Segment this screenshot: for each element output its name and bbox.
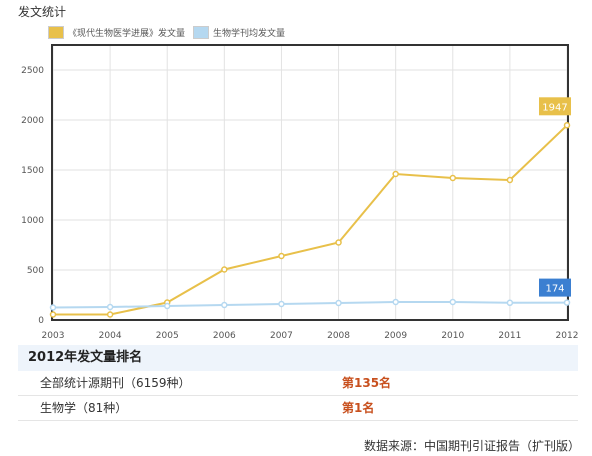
data-point-1 — [335, 299, 342, 307]
x-tick-label: 2012 — [556, 331, 579, 341]
data-point-0 — [49, 311, 57, 318]
x-tick-label: 2004 — [99, 331, 122, 341]
y-tick-label: 500 — [27, 266, 44, 276]
end-label-1: 174 — [545, 284, 564, 295]
x-tick-label: 2009 — [384, 331, 407, 341]
legend-swatch-journal — [48, 26, 64, 39]
legend-swatch-average — [193, 26, 210, 39]
data-point-0 — [278, 252, 285, 260]
ranking-row-all: 全部统计源期刊（6159种） 第135名 — [18, 371, 578, 396]
ranking-label-biology: 生物学（81种） — [40, 401, 128, 415]
data-point-1 — [278, 300, 285, 308]
ranking-title: 2012年发文量排名 — [18, 345, 578, 371]
data-point-1 — [392, 298, 399, 306]
data-point-0 — [335, 239, 342, 246]
y-tick-label: 0 — [38, 316, 44, 326]
x-tick-label: 2011 — [498, 331, 521, 341]
ranking-value-biology: 第1名 — [342, 401, 375, 415]
x-tick-label: 2007 — [270, 331, 293, 341]
ranking-row-biology: 生物学（81种） 第1名 — [18, 396, 578, 421]
legend-item-journal[interactable]: 《现代生物医学进展》发文量 — [48, 26, 185, 39]
data-point-0 — [563, 122, 571, 129]
page-title: 发文统计 — [18, 5, 67, 19]
y-tick-label: 2500 — [21, 66, 44, 76]
x-tick-label: 2006 — [213, 331, 236, 341]
x-tick-label: 2008 — [327, 331, 350, 341]
data-point-1 — [221, 301, 228, 309]
y-tick-label: 1000 — [21, 216, 44, 226]
series-line-0 — [53, 124, 568, 316]
end-label-0: 1947 — [542, 102, 567, 113]
legend-label-average: 生物学刊均发文量 — [213, 29, 286, 39]
data-point-1 — [506, 299, 514, 307]
y-tick-label: 2000 — [21, 116, 44, 126]
line-chart: 0 500 1000 1500 2000 2500 2003 2004 2005 2006 2007… — [21, 44, 579, 341]
data-point-0 — [221, 266, 228, 273]
data-point-0 — [449, 174, 457, 182]
data-point-1 — [49, 304, 57, 311]
x-tick-label: 2010 — [441, 331, 464, 341]
data-point-1 — [106, 303, 114, 311]
data-point-1 — [449, 298, 457, 306]
plot-frame — [51, 44, 569, 321]
legend-item-average[interactable]: 生物学刊均发文量 — [193, 26, 285, 39]
legend-label-journal: 《现代生物医学进展》发文量 — [68, 29, 186, 39]
x-tick-label: 2003 — [42, 331, 65, 341]
data-point-0 — [392, 170, 399, 178]
ranking-panel: 2012年发文量排名 全部统计源期刊（6159种） 第135名 生物学（81种）… — [18, 345, 578, 421]
end-label-box-0 — [539, 97, 571, 116]
y-tick-label: 1500 — [21, 166, 44, 176]
data-source: 数据来源：中国期刊引证报告（扩刊版） — [363, 439, 580, 453]
end-label-box-1 — [539, 278, 571, 297]
ranking-label-all: 全部统计源期刊（6159种） — [40, 376, 191, 390]
data-point-0 — [106, 311, 114, 318]
data-point-1 — [163, 302, 171, 310]
data-point-0 — [506, 176, 514, 184]
chart-legend: 《现代生物医学进展》发文量 生物学刊均发文量 — [48, 26, 293, 39]
series-line-1 — [52, 301, 568, 309]
ranking-value-all: 第135名 — [342, 376, 392, 390]
data-point-1 — [563, 299, 571, 306]
plot-area — [52, 45, 568, 320]
x-tick-label: 2005 — [156, 331, 179, 341]
